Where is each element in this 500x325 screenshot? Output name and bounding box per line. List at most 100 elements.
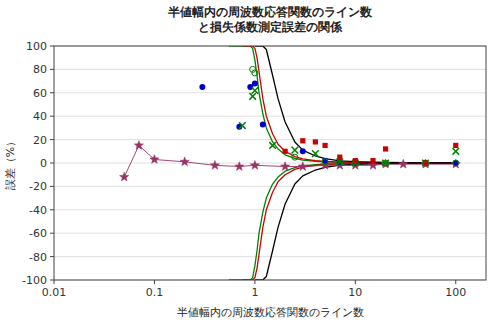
point (269, 142, 276, 149)
point (250, 161, 259, 170)
series (239, 87, 459, 166)
point (399, 159, 408, 168)
x-axis-label: 半値幅内の周波数応答関数のライン数 (177, 306, 364, 319)
point (322, 143, 327, 148)
grid-line (54, 209, 486, 210)
line (255, 46, 456, 163)
point (239, 122, 246, 129)
point (199, 84, 205, 90)
grid-line (54, 139, 486, 140)
y-tick (50, 256, 54, 257)
y-tick-label: -20 (29, 180, 47, 193)
point (382, 160, 389, 167)
y-axis-label: 誤差（%） (4, 136, 17, 190)
point (252, 80, 258, 86)
point (283, 149, 288, 154)
y-tick-label: -80 (29, 251, 47, 264)
point (353, 158, 358, 163)
point (312, 150, 319, 157)
point (383, 146, 388, 151)
point (134, 141, 143, 150)
x-tick (355, 280, 356, 284)
series (250, 66, 459, 166)
point (300, 148, 306, 154)
line (124, 145, 456, 177)
point (370, 158, 375, 163)
grid-line (54, 92, 486, 93)
point (381, 159, 390, 168)
point (298, 162, 307, 171)
y-tick-label: 60 (33, 87, 47, 100)
point (252, 87, 259, 94)
series (283, 138, 459, 165)
point (423, 160, 428, 165)
point (292, 147, 299, 154)
series (242, 46, 455, 163)
y-tick (50, 139, 54, 140)
line (229, 163, 456, 280)
line (242, 46, 455, 163)
chart: 0.010.1110100-100-80-60-40-2002040608010… (0, 0, 500, 325)
point (423, 160, 429, 166)
series (229, 46, 456, 163)
point (322, 159, 328, 165)
title-line: 半値幅内の周波数応答関数のライン数 (167, 5, 373, 19)
point (453, 160, 459, 166)
line (242, 163, 455, 280)
y-tick-label: -100 (22, 274, 47, 287)
y-tick-label: 80 (33, 63, 47, 76)
y-tick-label: -60 (29, 227, 47, 240)
x-tick-label: 0.1 (146, 286, 164, 299)
y-tick (50, 163, 54, 164)
x-tick (154, 280, 155, 284)
grid-line (54, 233, 486, 234)
point (453, 160, 459, 166)
y-tick (50, 116, 54, 117)
point (421, 159, 430, 168)
point (252, 70, 258, 76)
plot-area (120, 46, 461, 280)
line (255, 163, 456, 280)
point (423, 160, 429, 166)
point (150, 155, 159, 164)
point (337, 155, 342, 160)
x-tick (455, 280, 456, 284)
y-tick (50, 280, 54, 281)
y-tick (50, 233, 54, 234)
point (249, 93, 256, 100)
line (229, 46, 456, 163)
series (199, 80, 458, 166)
title: 半値幅内の周波数応答関数のライン数と損失係数測定誤差の関係 (167, 5, 373, 34)
point (452, 148, 459, 155)
point (210, 161, 219, 170)
grid-line (54, 186, 486, 187)
y-tick (50, 209, 54, 210)
y-tick-label: 40 (33, 110, 47, 123)
title-line: と損失係数測定誤差の関係 (198, 20, 343, 34)
series (229, 163, 456, 280)
y-tick-label: -40 (29, 204, 47, 217)
series (120, 141, 461, 181)
point (235, 162, 244, 171)
x-tick-label: 0.01 (42, 286, 67, 299)
point (300, 138, 305, 143)
point (120, 172, 129, 181)
point (292, 154, 298, 160)
point (180, 157, 189, 166)
point (383, 160, 389, 166)
y-tick-label: 100 (26, 40, 47, 53)
plot-frame (54, 46, 486, 280)
y-tick (50, 186, 54, 187)
chart-container: 0.010.1110100-100-80-60-40-2002040608010… (0, 0, 500, 325)
grid-line (54, 116, 486, 117)
grid-line (54, 256, 486, 257)
point (451, 159, 460, 168)
x-tick-label: 1 (251, 286, 258, 299)
point (422, 160, 429, 167)
series (255, 46, 456, 163)
series (255, 163, 456, 280)
y-tick (50, 69, 54, 70)
grid-line (54, 69, 486, 70)
x-tick-label: 100 (445, 286, 466, 299)
point (281, 162, 290, 171)
